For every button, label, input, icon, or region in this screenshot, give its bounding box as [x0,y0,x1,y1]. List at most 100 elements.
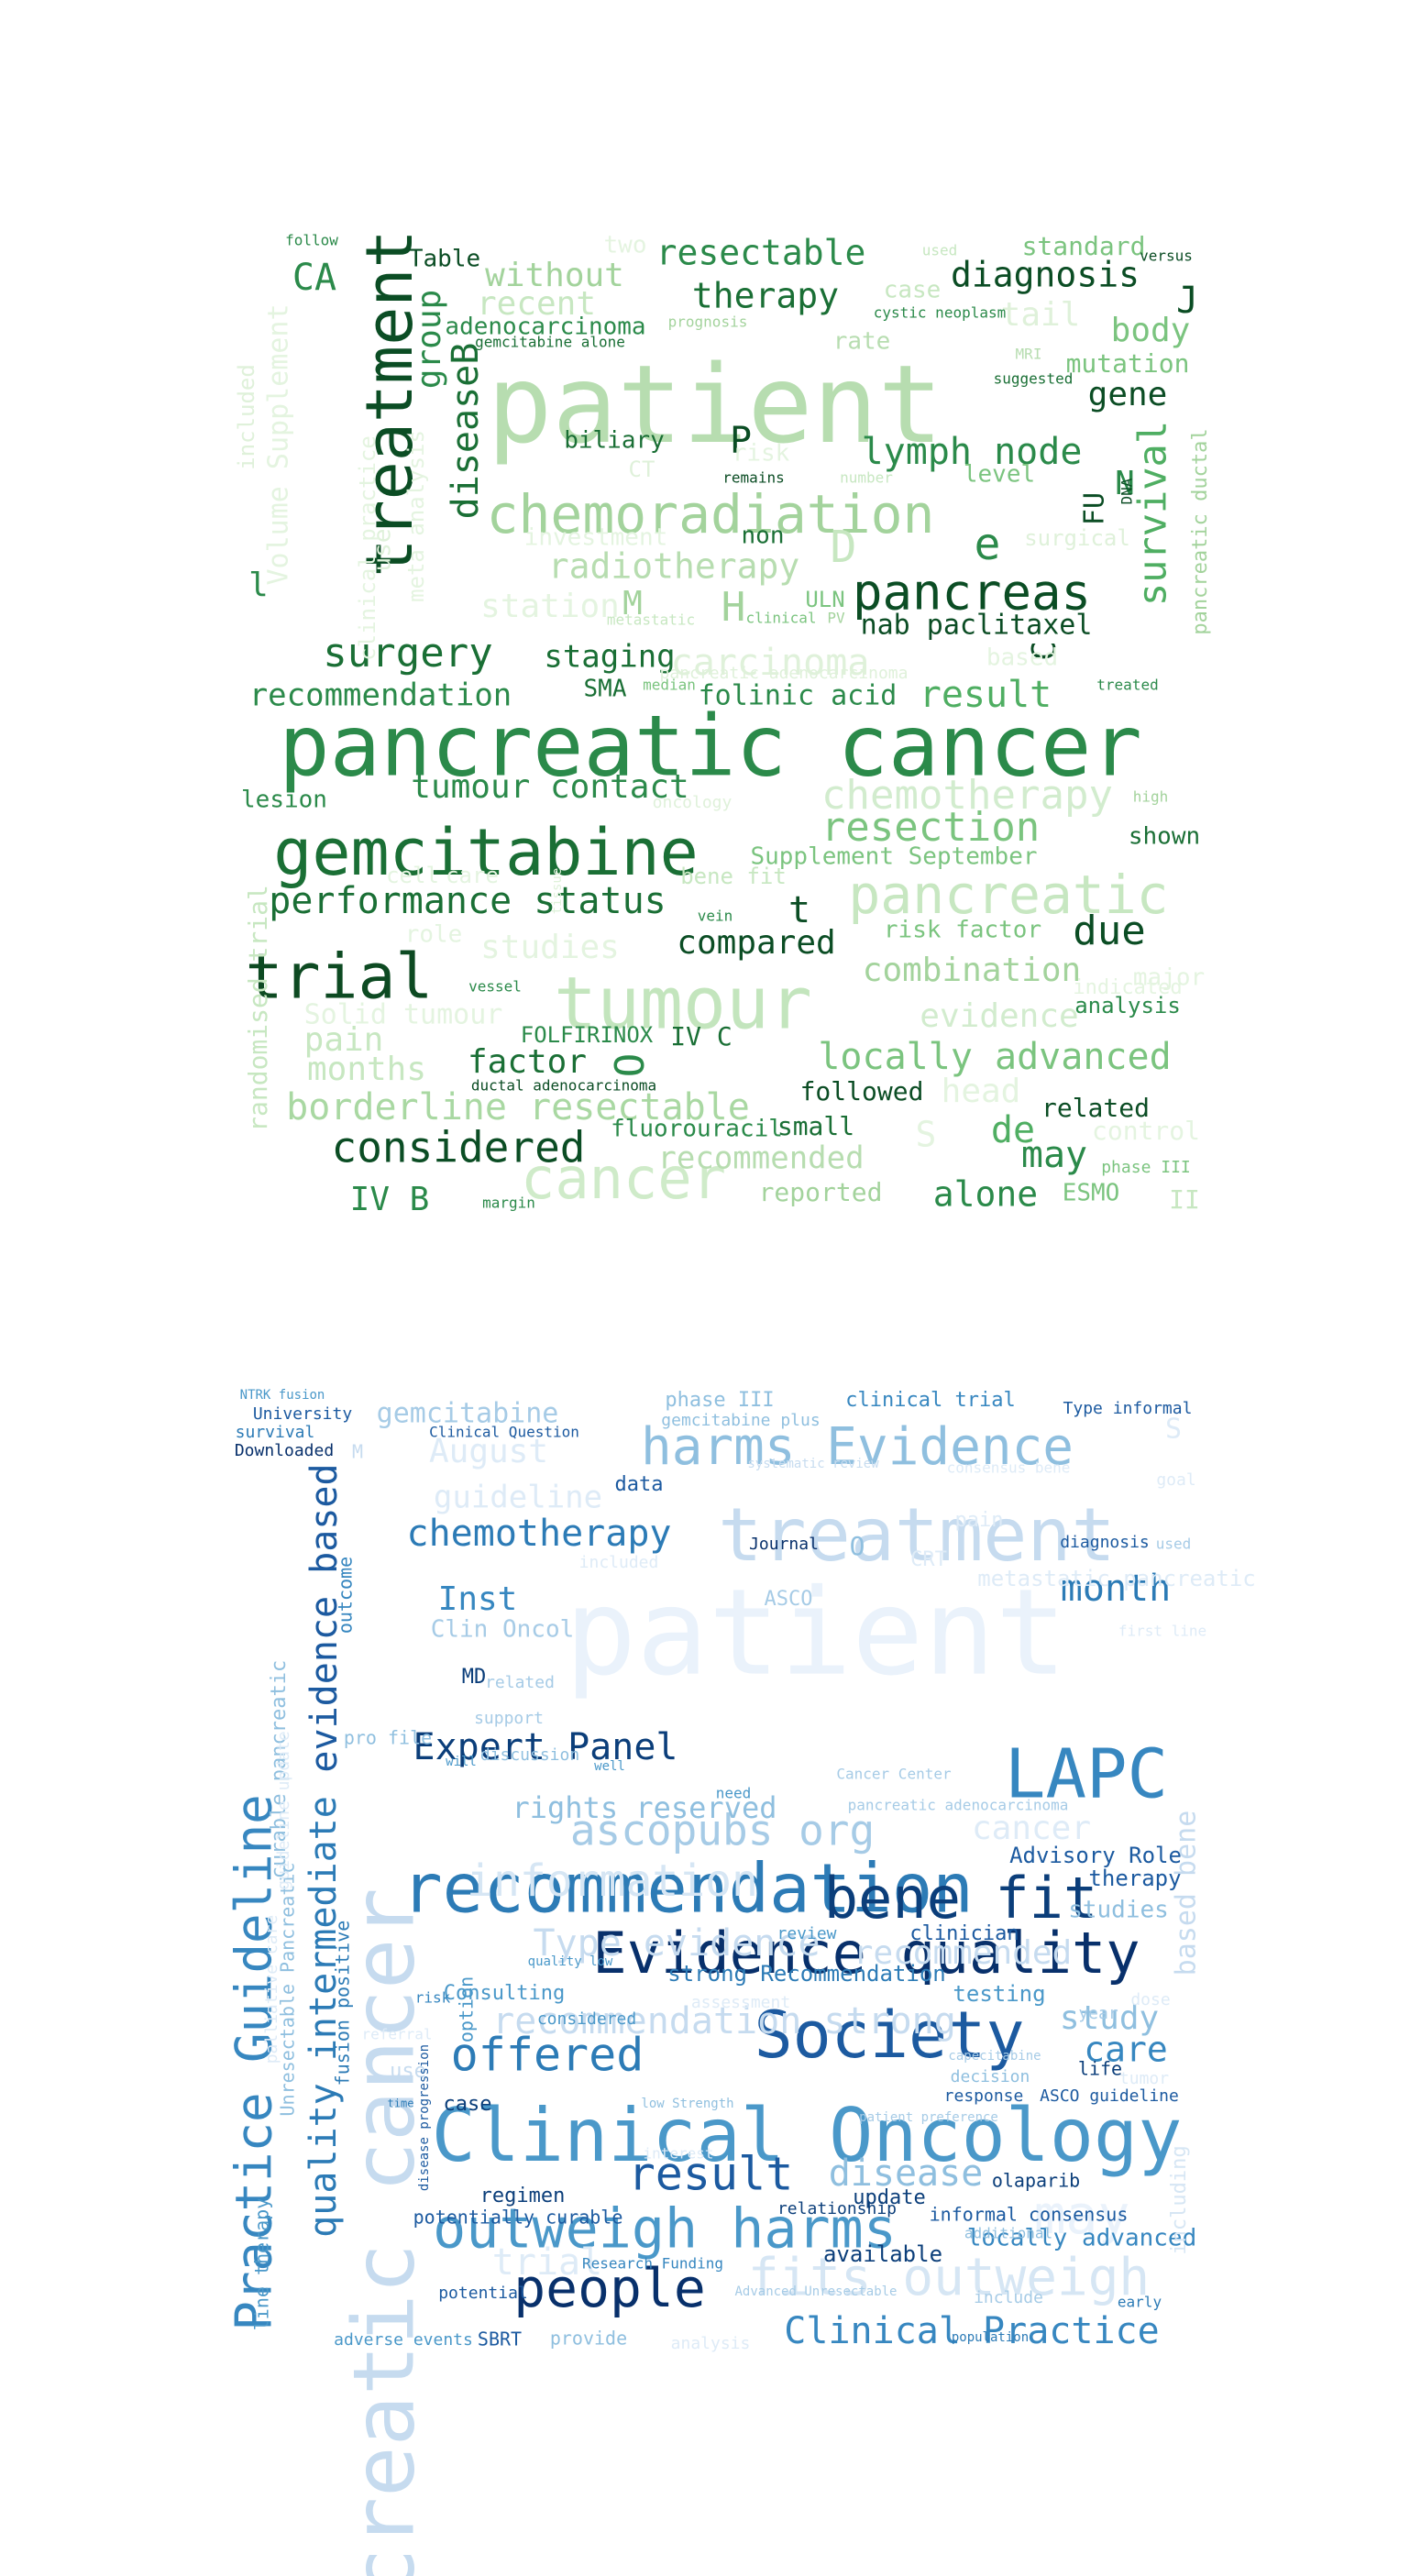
word-potentially-curable: potentially curable [413,2207,623,2229]
word-survival: survival [236,1423,315,1442]
word-analysis: analysis [671,2334,751,2353]
word-p: P [730,420,752,462]
word-pancreatic-adenocarcinoma: pancreatic adenocarcinoma [660,664,909,683]
word-curable-pancreatic: curable pancreatic [268,1660,291,1878]
word-nab-paclitaxel: nab paclitaxel [861,610,1093,642]
word-ii: II [1169,1184,1200,1215]
word-reported: reported [759,1177,883,1207]
word-result: result [920,674,1052,716]
word-provide: provide [550,2328,627,2350]
word-lesion: lesion [241,787,327,814]
word-prognosis: prognosis [668,314,748,331]
word-risk: risk [733,440,790,468]
word-recommendation: recommendation [249,677,512,714]
word-result: result [628,2148,794,2201]
word-shown: shown [1129,823,1200,851]
word-tumour: tumour [554,963,812,1045]
word-additional: additional [964,2225,1052,2242]
word-pancreatic: pancreatic [848,864,1168,926]
word-care: care [1084,2030,1168,2070]
word-informal-consensus: informal consensus [930,2204,1129,2226]
word-n: N [1115,465,1135,502]
word-decision: decision [951,2067,1030,2086]
word-bene-fit: bene fit [824,1865,1098,1932]
word-trial: trial [492,2241,602,2284]
word-systematic-review: systematic review [747,1457,879,1471]
word-goal: goal [1156,1470,1195,1490]
word-patient: patient [565,1563,1067,1702]
word-pancreatic-cancer: pancreatic cancer [335,1888,433,2576]
word-esmo: ESMO [1063,1180,1120,1207]
word-guideline-update: guideline update [274,1731,293,1889]
word-evidence-quality: Evidence quality [592,1920,1140,1987]
word-small: small [777,1111,854,1141]
word-gene: gene [1088,376,1168,413]
word-time: time [388,2097,414,2110]
word-number: number [840,469,893,487]
word-included: included [579,1553,659,1572]
word-cancer-center: Cancer Center [836,1766,952,1783]
word-role: role [405,921,463,949]
word-care: care [446,863,499,888]
word-potential: potential [438,2284,528,2303]
word-type-informal: Type informal [1063,1399,1193,1418]
word-locally-advanced: locally advanced [818,1036,1171,1078]
word-two: two [604,232,647,259]
word-may: may [1021,1134,1087,1176]
word-tissue: tissue [550,868,565,915]
word-station: station [480,588,620,625]
word-unresectable-pancreatic: Unresectable Pancreatic [277,1863,299,2117]
word-combination: combination [863,952,1081,989]
word-studies: studies [1068,1897,1169,1924]
word-patient: patient [487,341,942,468]
word-ct: CT [629,457,655,482]
word-clinical: clinical [745,610,816,627]
word-carcinoma: carcinoma [671,642,870,684]
word-pro-file: pro file [344,1727,432,1749]
word-olaparib: olaparib [992,2170,1080,2192]
word-pancreatic-adenocarcinoma: pancreatic adenocarcinoma [848,1797,1069,1814]
word-referral: referral [361,2026,432,2043]
word-clinical-oncology: Clinical Oncology [432,2093,1183,2178]
word-phase-iii: phase III [1101,1158,1191,1177]
word-include: include [974,2288,1043,2307]
word-related: related [485,1673,555,1692]
word-fu: FU [1079,492,1111,525]
word-treatment: treatment [352,229,427,577]
word-response: response [944,2086,1024,2106]
word-fusion-positive: fusion positive [332,1921,354,2086]
word-suggested: suggested [994,370,1074,388]
word-followed: followed [800,1076,924,1106]
word-patient-preference: patient preference [859,2110,998,2125]
word-h: H [722,584,746,631]
word-s: S [1165,1414,1182,1446]
word-related: related [1041,1093,1150,1123]
word-m: M [352,1441,363,1463]
word-adenocarcinoma: adenocarcinoma [445,314,645,341]
word-consulting: Consulting [444,1982,565,2005]
word-m: M [622,585,643,622]
word-asco: ASCO [765,1588,813,1611]
word-l: l [248,567,269,604]
word-case: case [884,277,942,304]
word-group: group [411,290,448,389]
word-ductal-adenocarcinoma: ductal adenocarcinoma [471,1077,656,1095]
word-dose: dose [1130,1990,1170,2009]
word-clinical-practice: Clinical Practice [784,2310,1159,2352]
word-outweigh-harms: outweigh harms [433,2197,897,2262]
word-will: will [446,1755,477,1769]
word-recommendation-strong: recommendation strong [492,2000,956,2042]
word-downloaded: Downloaded [235,1441,334,1460]
word-metastatic: metastatic [607,611,695,629]
word-level: level [964,461,1035,489]
word-first-line: first line [1118,1623,1206,1640]
word-survival: survival [1130,421,1175,606]
word-may: may [1034,2184,1130,2246]
word-clinical-question: Clinical Question [429,1424,579,1441]
word-alone: alone [933,1174,1038,1215]
word-advisory-role: Advisory Role [1009,1843,1182,1868]
word-pain: pain [304,1021,384,1059]
word-quality-intermediate: quality intermediate [303,1796,345,2238]
word-major: major [1133,964,1205,992]
word-risk-factor: risk factor [884,917,1041,944]
